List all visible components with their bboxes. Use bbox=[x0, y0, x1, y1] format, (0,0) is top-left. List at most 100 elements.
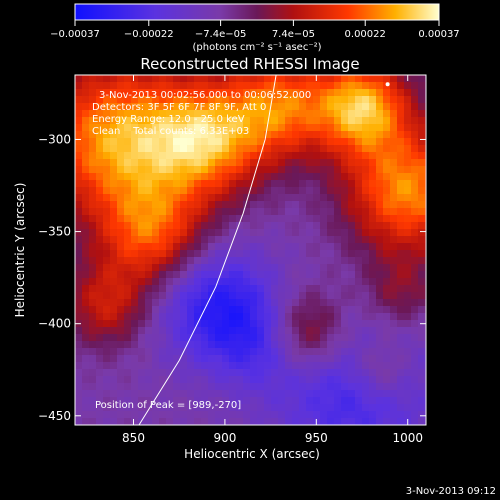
heatmap-cell bbox=[173, 411, 181, 419]
heatmap-cell bbox=[264, 390, 272, 398]
heatmap-cell bbox=[278, 362, 286, 370]
heatmap-cell bbox=[103, 138, 111, 146]
x-tick-label: 950 bbox=[305, 431, 328, 445]
heatmap-cell bbox=[110, 173, 118, 181]
heatmap-cell bbox=[376, 222, 384, 230]
heatmap-cell bbox=[131, 243, 139, 251]
heatmap-cell bbox=[348, 145, 356, 153]
heatmap-cell bbox=[383, 404, 391, 412]
heatmap-cell bbox=[334, 264, 342, 272]
heatmap-cell bbox=[355, 215, 363, 223]
heatmap-cell bbox=[243, 103, 251, 111]
heatmap-cell bbox=[208, 124, 216, 132]
heatmap-cell bbox=[222, 418, 230, 425]
heatmap-cell bbox=[82, 299, 90, 307]
heatmap-cell bbox=[187, 313, 195, 321]
heatmap-cell bbox=[173, 117, 181, 125]
heatmap-cell bbox=[320, 243, 328, 251]
heatmap-cell bbox=[208, 159, 216, 167]
heatmap-cell bbox=[236, 208, 244, 216]
heatmap-cell bbox=[96, 208, 104, 216]
heatmap-cell bbox=[159, 222, 167, 230]
heatmap-cell bbox=[138, 89, 146, 97]
heatmap-cell bbox=[201, 327, 209, 335]
heatmap-cell bbox=[152, 418, 160, 425]
heatmap-cell bbox=[89, 138, 97, 146]
heatmap-cell bbox=[292, 215, 300, 223]
heatmap-cell bbox=[89, 390, 97, 398]
heatmap-cell bbox=[173, 89, 181, 97]
heatmap-cell bbox=[124, 96, 132, 104]
heatmap-cell bbox=[96, 236, 104, 244]
heatmap-cell bbox=[404, 145, 412, 153]
heatmap-cell bbox=[397, 292, 405, 300]
heatmap-cell bbox=[75, 131, 83, 139]
heatmap-cell bbox=[327, 96, 335, 104]
heatmap-cell bbox=[110, 222, 118, 230]
heatmap-cell bbox=[173, 313, 181, 321]
heatmap-cell bbox=[418, 103, 426, 111]
heatmap-cell bbox=[194, 327, 202, 335]
heatmap-cell bbox=[208, 194, 216, 202]
heatmap-cell bbox=[138, 75, 146, 83]
heatmap-cell bbox=[75, 404, 83, 412]
heatmap-cell bbox=[348, 348, 356, 356]
heatmap-cell bbox=[152, 250, 160, 258]
heatmap-cell bbox=[313, 383, 321, 391]
heatmap-cell bbox=[236, 264, 244, 272]
heatmap-cell bbox=[292, 334, 300, 342]
heatmap-cell bbox=[355, 250, 363, 258]
heatmap-cell bbox=[229, 348, 237, 356]
heatmap-cell bbox=[131, 110, 139, 118]
heatmap-cell bbox=[334, 166, 342, 174]
heatmap-cell bbox=[257, 320, 265, 328]
heatmap-cell bbox=[348, 103, 356, 111]
heatmap-cell bbox=[334, 348, 342, 356]
heatmap-cell bbox=[320, 355, 328, 363]
heatmap-cell bbox=[411, 334, 419, 342]
heatmap-cell bbox=[180, 369, 188, 377]
heatmap-cell bbox=[152, 348, 160, 356]
heatmap-cell bbox=[215, 383, 223, 391]
heatmap-cell bbox=[250, 96, 258, 104]
heatmap-cell bbox=[201, 362, 209, 370]
heatmap-cell bbox=[327, 131, 335, 139]
heatmap-cell bbox=[229, 355, 237, 363]
heatmap-cell bbox=[236, 82, 244, 90]
heatmap-cell bbox=[306, 418, 314, 425]
heatmap-cell bbox=[229, 243, 237, 251]
heatmap-cell bbox=[138, 348, 146, 356]
heatmap-cell bbox=[250, 411, 258, 419]
heatmap-cell bbox=[222, 348, 230, 356]
heatmap-cell bbox=[166, 376, 174, 384]
heatmap-cell bbox=[250, 397, 258, 405]
heatmap-cell bbox=[222, 201, 230, 209]
heatmap-cell bbox=[278, 390, 286, 398]
heatmap-cell bbox=[215, 152, 223, 160]
heatmap-cell bbox=[376, 243, 384, 251]
heatmap-cell bbox=[236, 397, 244, 405]
heatmap-cell bbox=[376, 236, 384, 244]
heatmap-cell bbox=[348, 152, 356, 160]
heatmap-cell bbox=[110, 404, 118, 412]
heatmap-cell bbox=[222, 194, 230, 202]
heatmap-cell bbox=[180, 313, 188, 321]
heatmap-cell bbox=[89, 194, 97, 202]
heatmap-cell bbox=[208, 117, 216, 125]
heatmap-cell bbox=[222, 173, 230, 181]
heatmap-cell bbox=[250, 404, 258, 412]
heatmap-cell bbox=[131, 285, 139, 293]
heatmap-cell bbox=[250, 89, 258, 97]
heatmap-cell bbox=[222, 180, 230, 188]
heatmap-cell bbox=[404, 173, 412, 181]
y-tick-label: −300 bbox=[38, 132, 71, 146]
heatmap-cell bbox=[376, 215, 384, 223]
heatmap-cell bbox=[215, 264, 223, 272]
heatmap-cell bbox=[299, 222, 307, 230]
heatmap-cell bbox=[215, 159, 223, 167]
heatmap-cell bbox=[187, 159, 195, 167]
heatmap-cell bbox=[138, 201, 146, 209]
heatmap-cell bbox=[138, 117, 146, 125]
heatmap-cell bbox=[355, 166, 363, 174]
heatmap-cell bbox=[362, 152, 370, 160]
